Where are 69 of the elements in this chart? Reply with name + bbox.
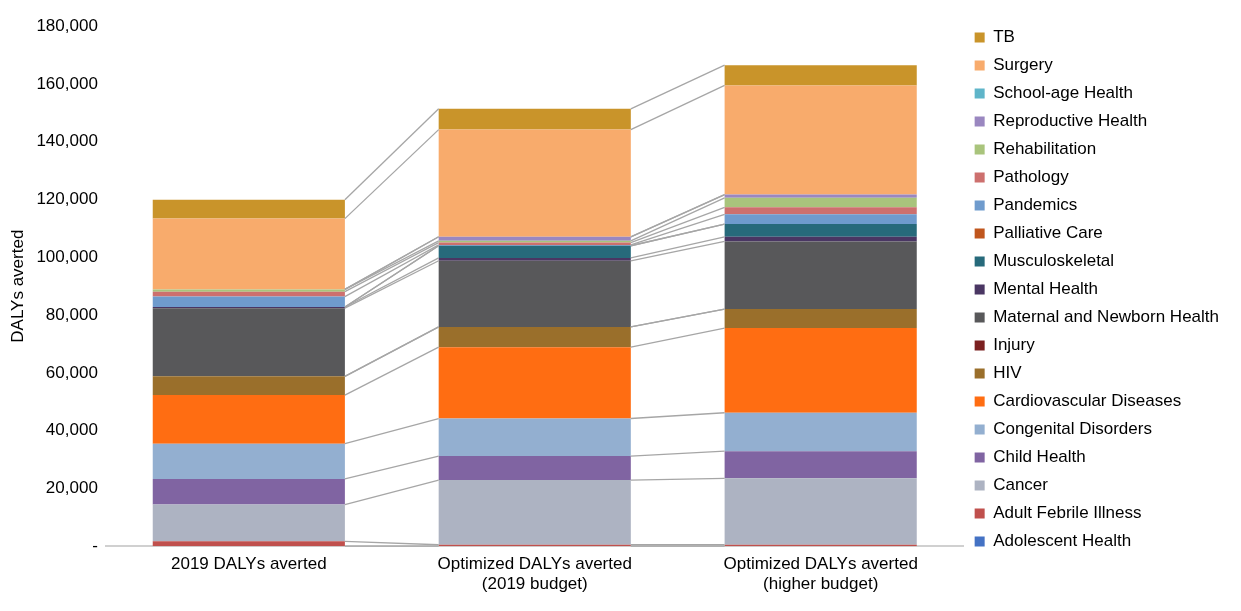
bar bbox=[724, 65, 917, 86]
bar bbox=[152, 443, 345, 479]
legend-label: Palliative Care bbox=[993, 223, 1103, 243]
bar bbox=[152, 541, 345, 547]
bar bbox=[438, 129, 631, 237]
legend-label: Maternal and Newborn Health bbox=[993, 307, 1220, 327]
bar bbox=[724, 224, 917, 237]
bar bbox=[438, 260, 631, 327]
bar bbox=[724, 85, 917, 195]
bar bbox=[724, 194, 917, 198]
legend-label: School-age Health bbox=[993, 83, 1134, 103]
bar bbox=[438, 326, 631, 348]
bar bbox=[724, 207, 917, 215]
bar bbox=[438, 257, 631, 261]
legend-label: Adolescent Health bbox=[993, 531, 1132, 551]
bar bbox=[152, 308, 345, 377]
legend-label: Congenital Disorders bbox=[993, 419, 1152, 439]
bar bbox=[152, 218, 345, 290]
legend-label: HIV bbox=[993, 363, 1023, 383]
legend-label: Injury bbox=[993, 335, 1036, 355]
x-tick-label: 2019 DALYs averted bbox=[171, 554, 327, 574]
bar bbox=[152, 504, 345, 542]
y-tick-label: - bbox=[92, 535, 98, 555]
y-tick-label: 80,000 bbox=[45, 304, 98, 324]
bar bbox=[152, 291, 345, 297]
legend-label: Child Health bbox=[993, 447, 1086, 467]
legend-label: Cardiovascular Diseases bbox=[993, 391, 1182, 411]
bar bbox=[438, 456, 631, 481]
legend-label: Musculoskeletal bbox=[993, 251, 1115, 271]
x-tick-label: Optimized DALYs averted (higher budget) bbox=[723, 554, 918, 594]
bar bbox=[724, 412, 917, 452]
bar bbox=[152, 376, 345, 396]
legend-label: TB bbox=[993, 27, 1015, 47]
legend-label: Reproductive Health bbox=[993, 111, 1148, 131]
bar bbox=[438, 236, 631, 241]
legend-label: Surgery bbox=[993, 55, 1054, 75]
bar bbox=[724, 241, 917, 310]
bar bbox=[438, 480, 631, 545]
bar bbox=[152, 199, 345, 219]
bar bbox=[724, 214, 917, 225]
bar bbox=[152, 296, 345, 307]
legend-label: Cancer bbox=[993, 475, 1049, 495]
legend-label: Mental Health bbox=[993, 279, 1099, 299]
y-tick-label: 20,000 bbox=[45, 478, 98, 498]
y-axis-title: DALYs averted bbox=[7, 229, 27, 343]
y-tick-label: 120,000 bbox=[36, 189, 98, 209]
y-tick-label: 180,000 bbox=[36, 15, 98, 35]
legend-label: Pathology bbox=[993, 167, 1070, 187]
bar bbox=[152, 478, 345, 505]
legend-label: Pandemics bbox=[993, 195, 1078, 215]
y-tick-label: 100,000 bbox=[36, 247, 98, 266]
x-tick-label: Optimized DALYs averted (2019 budget) bbox=[437, 554, 632, 594]
bar bbox=[724, 328, 917, 413]
y-tick-label: 60,000 bbox=[45, 362, 98, 382]
y-tick-label: 140,000 bbox=[36, 131, 98, 151]
legend-label: Rehabilitation bbox=[993, 139, 1097, 159]
bar bbox=[724, 309, 917, 329]
bar bbox=[438, 245, 631, 258]
bar bbox=[152, 289, 345, 292]
y-tick-label: 40,000 bbox=[45, 420, 98, 440]
bar bbox=[438, 347, 631, 419]
bar bbox=[438, 108, 631, 130]
bar bbox=[152, 395, 345, 444]
bar bbox=[724, 451, 917, 479]
bar bbox=[438, 418, 631, 457]
y-tick-label: 160,000 bbox=[36, 73, 98, 93]
legend-label: Adult Febrile Illness bbox=[993, 503, 1142, 523]
bar bbox=[724, 197, 917, 208]
bar bbox=[724, 478, 917, 545]
